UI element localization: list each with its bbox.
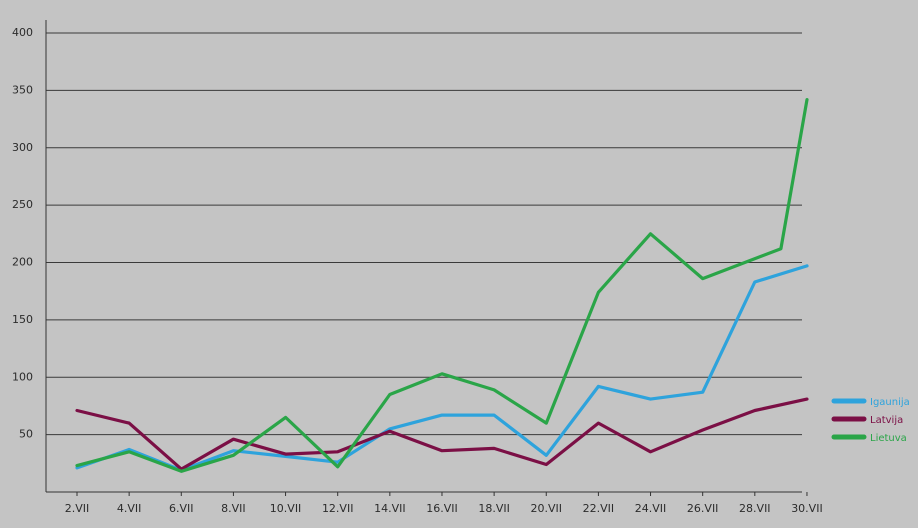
series-lines <box>75 97 809 473</box>
x-tick-label: 30.VII <box>791 502 823 515</box>
x-axis-ticks: 2.VII 4.VII 6.VII 8.VII 10.VII 12.VII 14.VII 16… <box>65 492 823 515</box>
y-tick-label: 50 <box>19 428 33 441</box>
x-tick-label: 10.VII <box>270 502 302 515</box>
y-tick-label: 150 <box>12 313 33 326</box>
y-tick-label: 100 <box>12 370 33 383</box>
x-tick-label: 8.VII <box>221 502 246 515</box>
grid-lines <box>46 32 802 436</box>
x-tick-label: 16.VII <box>426 502 458 515</box>
y-axis-ticks: 50 100 150 200 250 300 350 400 <box>12 26 33 441</box>
y-tick-label: 250 <box>12 198 33 211</box>
legend-label-latvija: Latvija <box>870 415 903 426</box>
x-tick-label: 22.VII <box>583 502 615 515</box>
x-tick-label: 4.VII <box>117 502 142 515</box>
series-line-lietuva <box>75 97 809 473</box>
legend-label-igaunija: Igaunija <box>870 397 910 408</box>
x-tick-label: 12.VII <box>322 502 354 515</box>
x-tick-label: 24.VII <box>635 502 667 515</box>
legend-label-lietuva: Lietuva <box>870 433 907 444</box>
x-tick-label: 18.VII <box>478 502 510 515</box>
x-tick-label: 6.VII <box>169 502 194 515</box>
x-tick-label: 28.VII <box>739 502 771 515</box>
x-tick-label: 2.VII <box>65 502 90 515</box>
series-line-latvija <box>75 397 809 471</box>
legend: Igaunija Latvija Lietuva <box>831 397 910 444</box>
y-tick-label: 300 <box>12 141 33 154</box>
y-tick-label: 200 <box>12 256 33 269</box>
x-tick-label: 26.VII <box>687 502 719 515</box>
y-tick-label: 400 <box>12 26 33 39</box>
x-tick-label: 20.VII <box>531 502 563 515</box>
y-tick-label: 350 <box>12 83 33 96</box>
series-line-igaunija <box>75 264 809 472</box>
x-tick-label: 14.VII <box>374 502 406 515</box>
